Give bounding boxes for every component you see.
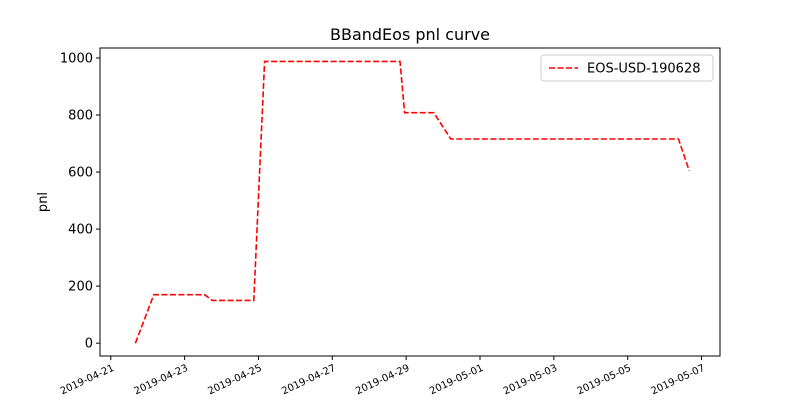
x-tick-label: 2019-04-21: [59, 363, 116, 398]
x-tick-label: 2019-05-07: [649, 363, 706, 398]
series-lines: [134, 60, 690, 344]
x-axis-ticks: 2019-04-21 2019-04-23 2019-04-25 2019-04-27…: [59, 356, 707, 397]
y-tick-label: 800: [68, 109, 93, 124]
x-tick-label: 2019-05-03: [502, 363, 559, 398]
y-tick-label: 0: [85, 337, 93, 352]
series-line-0: [134, 60, 690, 344]
legend-label: EOS-USD-190628: [587, 62, 700, 77]
x-tick-label: 2019-04-29: [354, 363, 411, 398]
y-tick-label: 400: [68, 223, 93, 238]
legend-box: [540, 54, 714, 82]
y-tick-label: 600: [68, 166, 93, 181]
x-tick-label: 2019-04-23: [133, 363, 190, 398]
y-axis-label: pnl: [36, 192, 51, 212]
y-axis-ticks: 0 200 400 600 800 1000: [60, 51, 100, 352]
legend: EOS-USD-190628: [540, 54, 714, 82]
chart-title: BBandEos pnl curve: [330, 25, 490, 44]
y-tick-label: 1000: [60, 51, 93, 66]
x-tick-label: 2019-05-05: [576, 363, 633, 398]
y-tick-label: 200: [68, 280, 93, 295]
x-tick-label: 2019-04-27: [280, 363, 337, 398]
plot-area-frame: [99, 47, 721, 357]
x-tick-label: 2019-05-01: [428, 363, 485, 398]
x-tick-label: 2019-04-25: [206, 363, 263, 398]
